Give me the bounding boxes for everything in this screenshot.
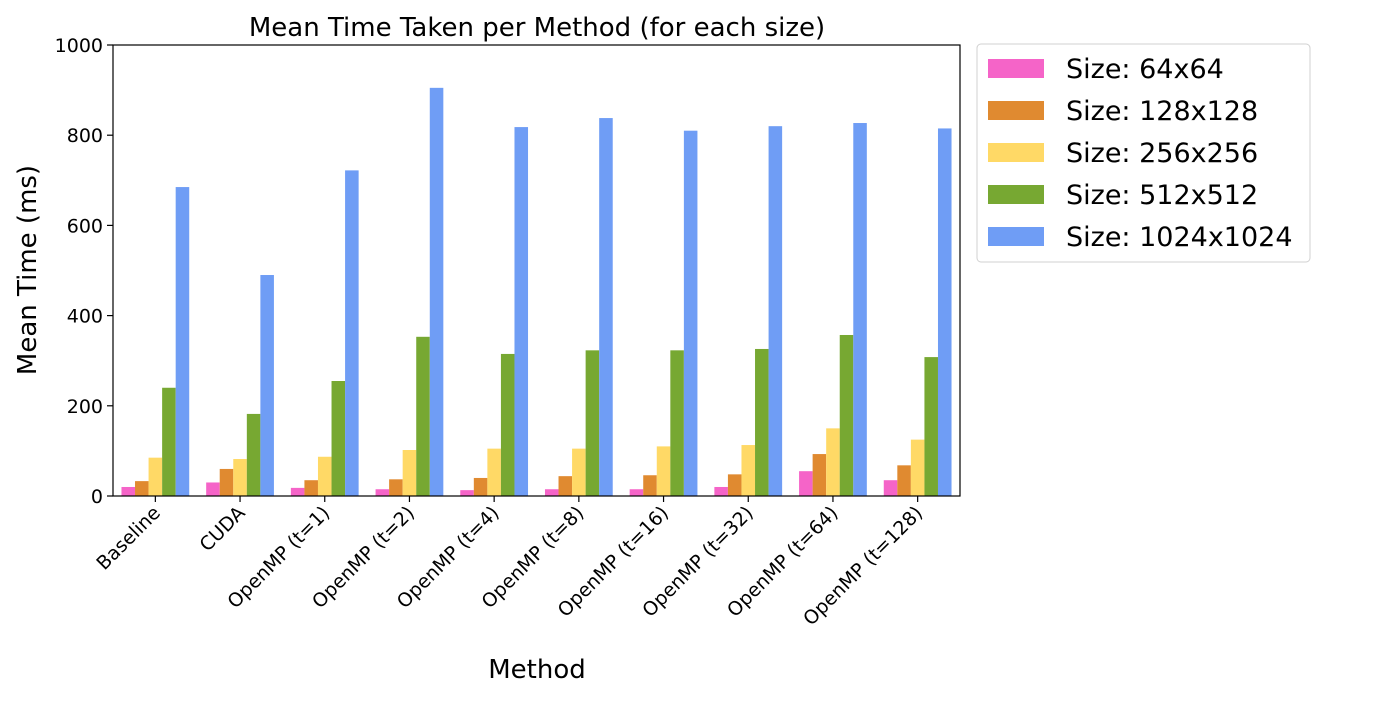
bar	[162, 387, 176, 496]
y-tick-label: 800	[67, 125, 103, 147]
bar	[839, 334, 854, 496]
bar	[473, 477, 488, 496]
legend-swatch	[988, 59, 1044, 78]
bar	[260, 275, 274, 496]
y-tick-label: 1000	[55, 35, 103, 57]
bar	[304, 480, 318, 496]
bar	[416, 336, 430, 496]
legend-label: Size: 1024x1024	[1066, 222, 1293, 253]
bar	[755, 348, 769, 496]
bar	[741, 445, 756, 496]
bar	[812, 454, 827, 496]
bar	[135, 481, 149, 496]
bar	[121, 486, 136, 496]
bar	[883, 480, 898, 496]
bar	[290, 487, 305, 496]
plot-frame	[112, 44, 961, 497]
x-tick-label: Baseline	[92, 502, 165, 575]
bar	[599, 118, 613, 496]
bar	[402, 450, 417, 496]
legend-label: Size: 256x256	[1066, 138, 1258, 169]
legend-label: Size: 128x128	[1066, 96, 1258, 127]
bar	[246, 413, 261, 496]
bar	[219, 468, 234, 496]
legend-label: Size: 512x512	[1066, 180, 1258, 211]
bars-layer	[121, 87, 952, 497]
legend: Size: 64x64 Size: 128x128 Size: 256x256 Siz…	[976, 43, 1311, 263]
bar	[799, 471, 813, 496]
x-tick-label: CUDA	[196, 502, 250, 556]
bar	[514, 127, 529, 496]
bar	[572, 448, 586, 496]
y-tick-label: 0	[91, 486, 103, 508]
bar	[826, 428, 840, 496]
x-axis-label: Method	[488, 655, 586, 685]
legend-swatch	[988, 185, 1044, 204]
bar	[317, 456, 332, 496]
legend-swatch	[988, 227, 1044, 246]
bar	[924, 357, 938, 496]
bar	[460, 490, 474, 496]
bar	[544, 489, 559, 496]
bar	[643, 475, 657, 496]
bar	[714, 486, 728, 496]
bar	[148, 457, 163, 496]
legend-frame	[976, 43, 1311, 263]
bar	[910, 439, 925, 497]
bar	[233, 459, 247, 496]
bar	[500, 353, 515, 496]
chart-title: Mean Time Taken per Method (for each siz…	[249, 13, 825, 43]
bar	[853, 123, 867, 497]
y-tick-label: 400	[67, 306, 103, 328]
bar	[375, 489, 390, 496]
bar	[345, 170, 359, 496]
bar	[331, 381, 346, 496]
bar	[670, 350, 684, 496]
bar	[206, 482, 220, 496]
bar	[558, 476, 573, 496]
legend-label: Size: 64x64	[1066, 54, 1224, 85]
bar	[487, 448, 501, 496]
bar	[175, 187, 190, 496]
legend-swatch	[988, 101, 1044, 120]
bar	[656, 446, 671, 496]
y-tick-label: 600	[67, 215, 103, 237]
y-tick-label: 200	[67, 396, 103, 418]
bar	[629, 489, 644, 496]
bar	[768, 126, 783, 497]
bar	[727, 474, 742, 496]
bar	[937, 128, 952, 496]
y-axis-label: Mean Time (ms)	[13, 165, 43, 375]
bar	[585, 350, 600, 496]
bar	[389, 479, 403, 496]
bar	[429, 87, 444, 496]
bar	[683, 130, 698, 496]
bar	[897, 465, 911, 496]
legend-swatch	[988, 143, 1044, 162]
